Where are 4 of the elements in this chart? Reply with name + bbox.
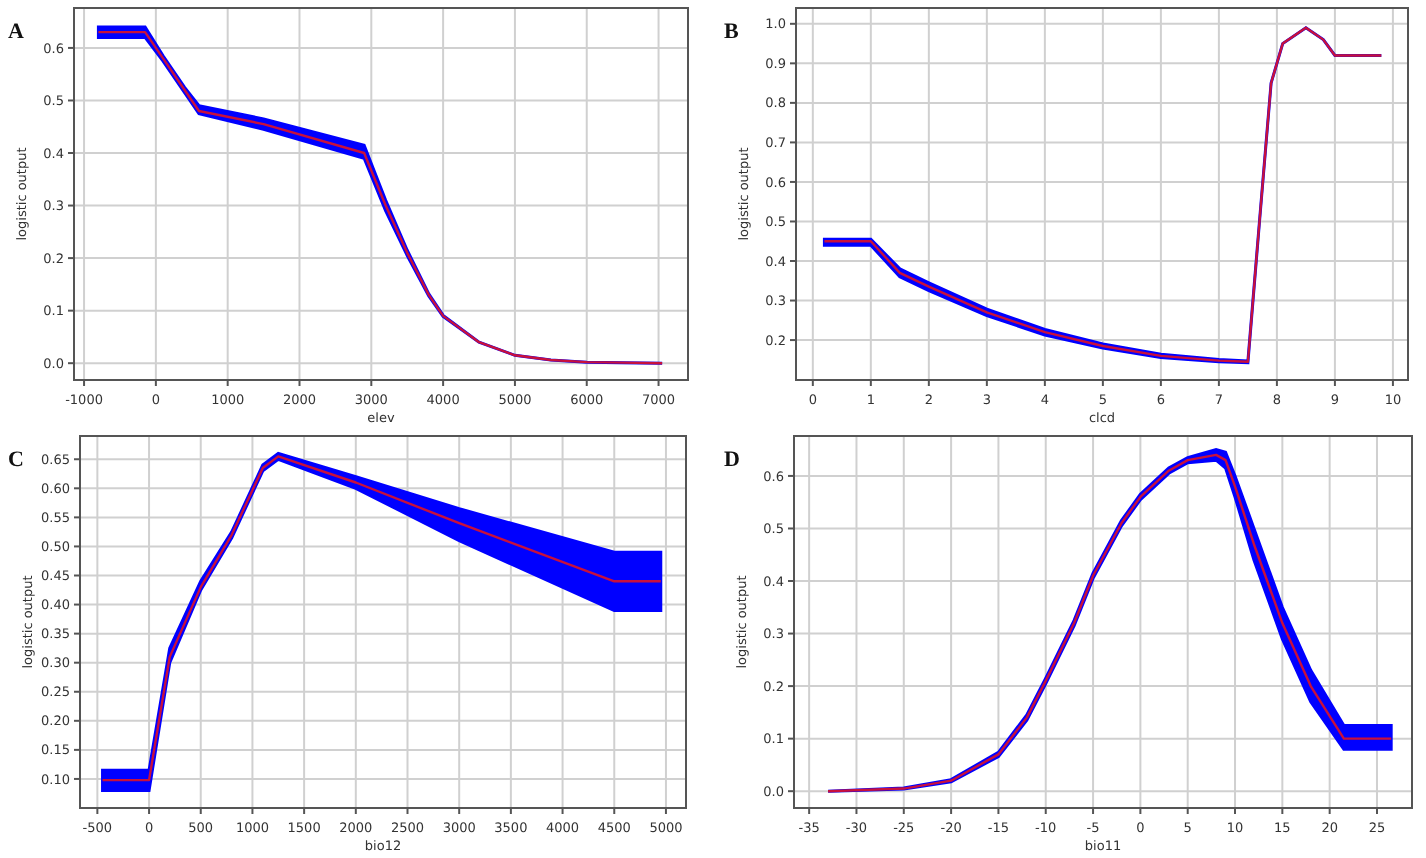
text: D: [724, 448, 740, 472]
text: A: [8, 20, 24, 44]
text: B: [724, 20, 740, 44]
text: C: [8, 448, 24, 472]
